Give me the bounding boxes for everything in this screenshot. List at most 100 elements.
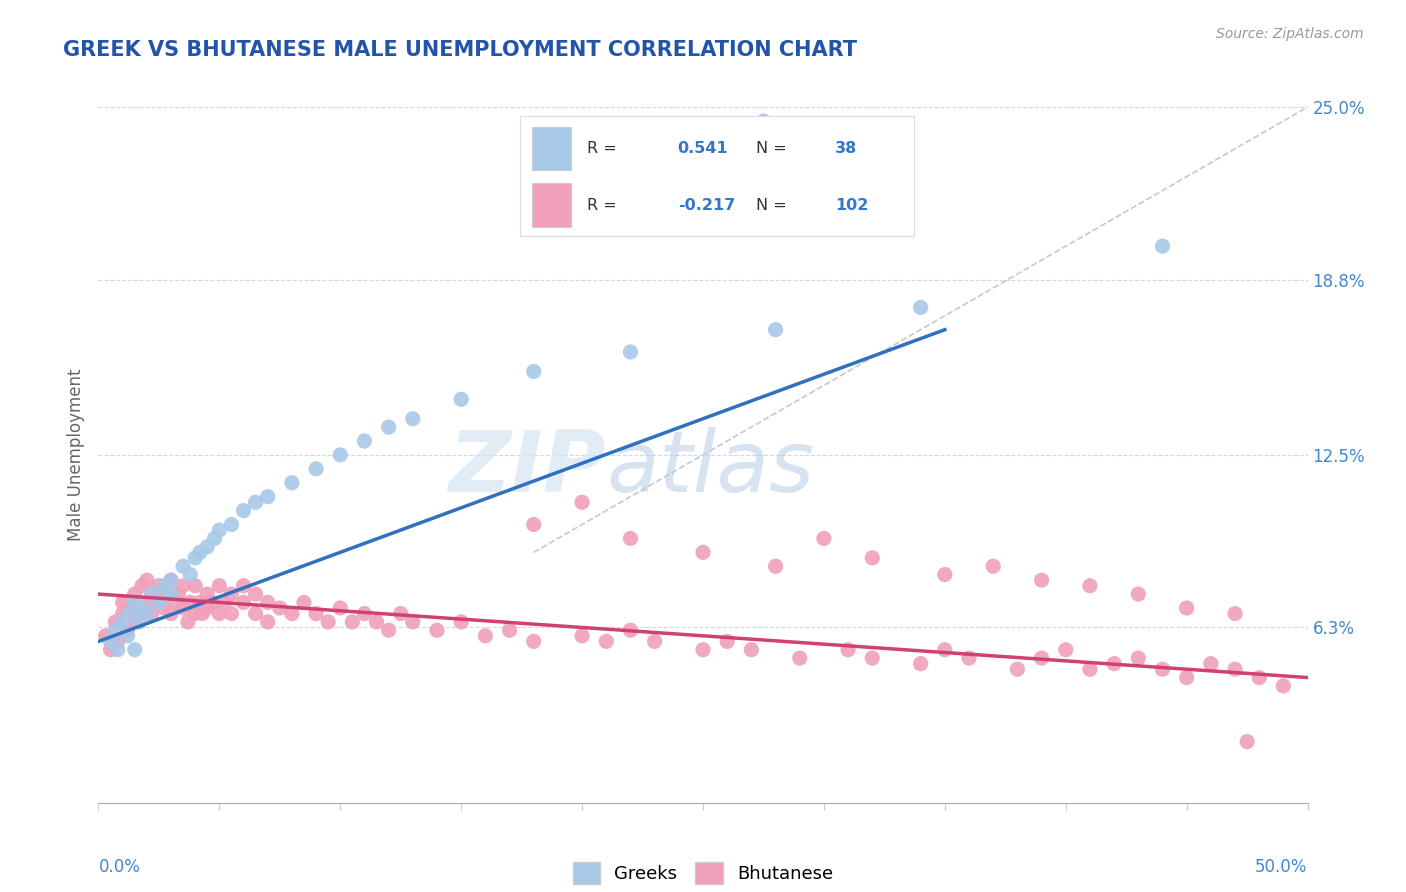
Point: [212, 595, 235, 609]
Point: [94, 629, 117, 643]
Point: [135, 607, 157, 621]
Point: [426, 624, 449, 638]
Text: R =: R =: [588, 197, 617, 212]
Point: [131, 601, 153, 615]
Point: [957, 651, 980, 665]
Point: [131, 579, 153, 593]
Point: [191, 607, 214, 621]
Point: [208, 579, 231, 593]
Point: [377, 624, 399, 638]
Text: 50.0%: 50.0%: [1256, 858, 1308, 877]
Point: [1128, 587, 1150, 601]
Y-axis label: Male Unemployment: Male Unemployment: [66, 368, 84, 541]
Point: [342, 615, 364, 629]
Point: [124, 595, 146, 609]
Point: [1054, 642, 1077, 657]
Point: [204, 532, 226, 546]
Point: [316, 615, 339, 629]
Point: [107, 634, 129, 648]
Point: [117, 629, 139, 643]
Point: [111, 607, 134, 621]
Point: [1031, 573, 1053, 587]
Point: [450, 615, 472, 629]
Point: [128, 607, 150, 621]
Point: [232, 503, 254, 517]
Point: [269, 601, 291, 615]
Point: [402, 615, 425, 629]
Text: 0.0%: 0.0%: [98, 858, 141, 877]
Point: [148, 595, 170, 609]
Point: [118, 607, 141, 621]
Point: [208, 607, 231, 621]
Point: [1152, 239, 1174, 253]
Point: [221, 517, 243, 532]
Point: [934, 642, 956, 657]
Point: [692, 545, 714, 559]
Point: [619, 532, 641, 546]
Text: -0.217: -0.217: [678, 197, 735, 212]
Point: [188, 545, 211, 559]
Point: [860, 550, 883, 565]
Point: [135, 573, 157, 587]
Point: [740, 642, 762, 657]
Point: [172, 601, 194, 615]
Point: [1078, 662, 1101, 676]
Point: [1236, 734, 1258, 748]
Point: [571, 629, 593, 643]
Point: [107, 642, 129, 657]
Text: N =: N =: [756, 197, 787, 212]
Point: [160, 587, 183, 601]
Point: [329, 448, 352, 462]
Point: [128, 615, 150, 629]
Point: [1223, 662, 1246, 676]
Point: [450, 392, 472, 407]
Point: [644, 634, 666, 648]
Point: [245, 607, 267, 621]
Point: [104, 624, 127, 638]
Point: [910, 301, 932, 315]
Text: 0.541: 0.541: [678, 141, 728, 156]
Point: [789, 651, 811, 665]
Point: [353, 607, 375, 621]
Point: [1175, 671, 1198, 685]
Point: [934, 567, 956, 582]
Point: [752, 114, 775, 128]
Point: [100, 634, 122, 648]
Point: [619, 345, 641, 359]
Point: [765, 559, 787, 574]
Point: [837, 642, 859, 657]
Text: N =: N =: [756, 141, 787, 156]
Point: [141, 607, 163, 621]
Point: [155, 587, 177, 601]
Point: [165, 595, 187, 609]
Point: [329, 601, 352, 615]
Point: [305, 462, 328, 476]
Point: [692, 642, 714, 657]
Point: [141, 587, 163, 601]
Point: [184, 579, 207, 593]
Point: [1128, 651, 1150, 665]
Point: [179, 567, 201, 582]
Point: [179, 595, 201, 609]
Point: [474, 629, 496, 643]
FancyBboxPatch shape: [531, 127, 571, 170]
Point: [498, 624, 520, 638]
Point: [188, 595, 211, 609]
Point: [1007, 662, 1029, 676]
Point: [523, 364, 546, 378]
Point: [152, 579, 174, 593]
Point: [124, 587, 146, 601]
Text: 38: 38: [835, 141, 858, 156]
Point: [195, 601, 218, 615]
Point: [1152, 662, 1174, 676]
Point: [167, 587, 190, 601]
Point: [221, 587, 243, 601]
Point: [256, 595, 278, 609]
Point: [148, 595, 170, 609]
Point: [124, 642, 146, 657]
Point: [1272, 679, 1295, 693]
Point: [221, 607, 243, 621]
Point: [256, 615, 278, 629]
Point: [389, 607, 412, 621]
Point: [305, 607, 328, 621]
